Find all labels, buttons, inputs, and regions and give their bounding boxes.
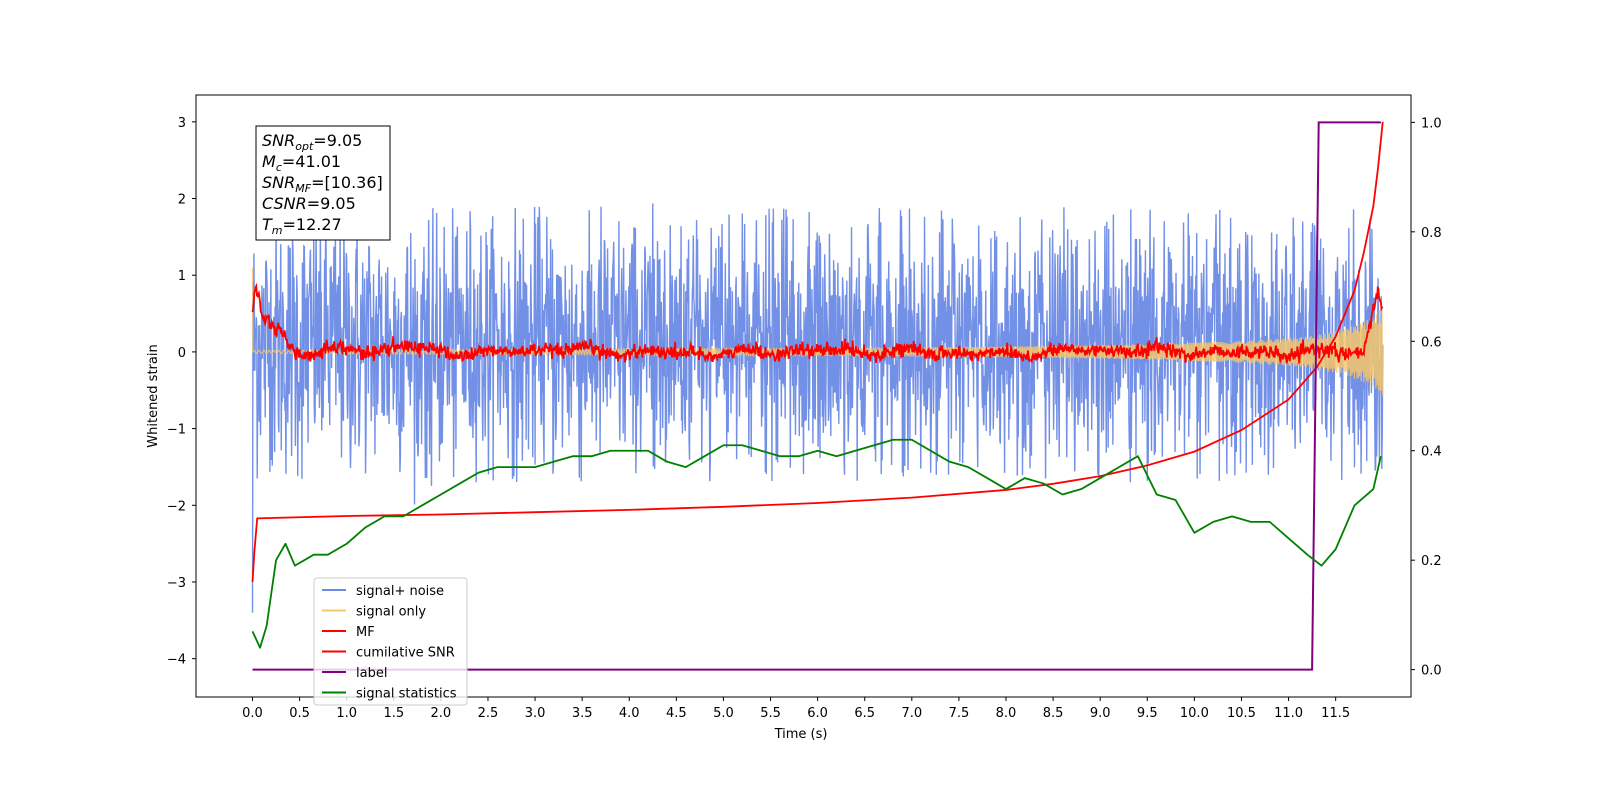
x-tick-label: 2.0 <box>431 706 452 721</box>
y-right-tick-label: 0.8 <box>1421 226 1442 241</box>
series-label <box>252 121 1381 671</box>
series-cumulative-snr <box>251 121 1384 583</box>
x-tick-label: 4.0 <box>619 706 640 721</box>
x-tick-label: 6.5 <box>854 706 875 721</box>
series-signal-noise <box>251 203 1384 613</box>
legend: signal+ noise signal only MF cumilative SNR… <box>313 577 468 706</box>
y-tick-label: 0 <box>178 346 186 361</box>
legend-entry: cumilative SNR <box>356 646 455 661</box>
y-right-tick-label: 0.4 <box>1421 445 1442 460</box>
annotation-line: CSNR=9.05 <box>262 194 356 213</box>
annotation-line: SNRMF=[10.36] <box>262 173 383 195</box>
x-tick-label: 7.5 <box>949 706 970 721</box>
y-axis-label: Whitened strain <box>146 344 161 447</box>
x-tick-label: 5.0 <box>713 706 734 721</box>
x-tick-label: 0.5 <box>289 706 310 721</box>
x-tick-label: 11.0 <box>1274 706 1303 721</box>
x-axis: 0.0 0.5 1.0 1.5 2.0 2.5 3.0 3.5 4.0 4.5 5.0 5.5 6.0 6… <box>242 697 1350 721</box>
x-tick-label: 11.5 <box>1321 706 1350 721</box>
plot-frame <box>195 94 1412 698</box>
x-tick-label: 9.0 <box>1090 706 1111 721</box>
legend-entry: signal+ noise <box>356 584 444 599</box>
x-tick-label: 1.0 <box>336 706 357 721</box>
plot-area <box>251 121 1384 671</box>
annotation-line: Mc=41.01 <box>262 152 341 174</box>
y-right-tick-label: 0.2 <box>1421 554 1442 569</box>
legend-entry: signal only <box>356 605 426 620</box>
series-mf <box>251 282 1384 364</box>
x-tick-label: 8.0 <box>996 706 1017 721</box>
x-tick-label: 3.0 <box>525 706 546 721</box>
x-axis-label: Time (s) <box>774 727 828 742</box>
y-right-tick-label: 1.0 <box>1421 116 1442 131</box>
x-tick-label: 9.5 <box>1137 706 1158 721</box>
x-tick-label: 0.0 <box>242 706 263 721</box>
annotation-box: SNRopt=9.05Mc=41.01SNRMF=[10.36]CSNR=9.0… <box>255 125 391 241</box>
x-tick-label: 4.5 <box>666 706 687 721</box>
x-tick-label: 5.5 <box>760 706 781 721</box>
y-axis-left: 3 2 1 0 −1 −2 −3 −4 <box>167 116 196 668</box>
legend-entry: label <box>356 666 387 681</box>
x-tick-label: 1.5 <box>383 706 404 721</box>
x-tick-label: 7.0 <box>901 706 922 721</box>
x-tick-label: 6.0 <box>807 706 828 721</box>
annotation-line: SNRopt=9.05 <box>262 131 362 153</box>
annotation-line: Tm=12.27 <box>262 215 342 237</box>
y-right-tick-label: 0.6 <box>1421 335 1442 350</box>
y-right-tick-label: 0.0 <box>1421 664 1442 679</box>
y-tick-label: −3 <box>167 576 186 591</box>
y-tick-label: 2 <box>178 193 186 208</box>
x-tick-label: 3.5 <box>572 706 593 721</box>
x-tick-label: 10.0 <box>1180 706 1209 721</box>
y-tick-label: −1 <box>167 423 186 438</box>
x-tick-label: 2.5 <box>478 706 499 721</box>
legend-entry: MF <box>356 625 375 640</box>
legend-entry: signal statistics <box>356 687 457 702</box>
y-tick-label: 1 <box>178 269 186 284</box>
y-tick-label: −2 <box>167 499 186 514</box>
x-tick-label: 10.5 <box>1227 706 1256 721</box>
y-axis-right: 1.0 0.8 0.6 0.4 0.2 0.0 <box>1411 116 1442 679</box>
y-tick-label: 3 <box>178 116 186 131</box>
series-signal-statistics <box>251 438 1382 649</box>
y-tick-label: −4 <box>167 653 186 668</box>
x-tick-label: 8.5 <box>1043 706 1064 721</box>
